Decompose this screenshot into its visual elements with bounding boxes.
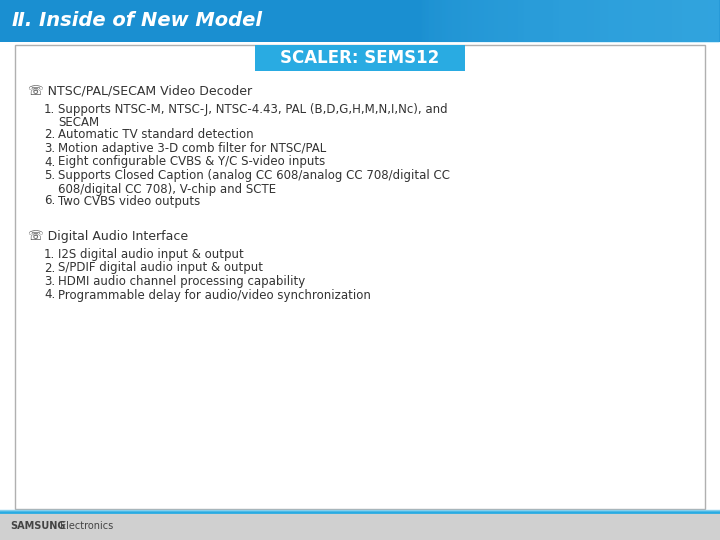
FancyBboxPatch shape [15,45,705,509]
Text: 1.: 1. [44,103,55,116]
Text: Supports NTSC-M, NTSC-J, NTSC-4.43, PAL (B,D,G,H,M,N,I,Nc), and: Supports NTSC-M, NTSC-J, NTSC-4.43, PAL … [58,103,448,116]
Text: 1.: 1. [44,248,55,261]
Text: 6.: 6. [44,194,55,207]
Text: 5.: 5. [44,169,55,182]
Text: 4.: 4. [44,288,55,301]
Bar [0,512,720,540]
Text: 608/digital CC 708), V-chip and SCTE: 608/digital CC 708), V-chip and SCTE [58,183,276,195]
Text: 3.: 3. [44,142,55,155]
Text: Motion adaptive 3-D comb filter for NTSC/PAL: Motion adaptive 3-D comb filter for NTSC… [58,142,326,155]
Text: SCALER: SEMS12: SCALER: SEMS12 [280,49,440,67]
Text: ☏ NTSC/PAL/SECAM Video Decoder: ☏ NTSC/PAL/SECAM Video Decoder [28,85,252,98]
Text: S/PDIF digital audio input & output: S/PDIF digital audio input & output [58,261,263,274]
Text: 4.: 4. [44,156,55,168]
Text: ☏ Digital Audio Interface: ☏ Digital Audio Interface [28,230,188,243]
Bar [255,45,465,71]
Text: Supports Closed Caption (analog CC 608/analog CC 708/digital CC: Supports Closed Caption (analog CC 608/a… [58,169,450,182]
Text: SECAM: SECAM [58,117,99,130]
Text: Electronics: Electronics [60,521,113,531]
Text: 2.: 2. [44,129,55,141]
Text: I2S digital audio input & output: I2S digital audio input & output [58,248,244,261]
Text: HDMI audio channel processing capability: HDMI audio channel processing capability [58,275,305,288]
Text: Ⅱ. Inside of New Model: Ⅱ. Inside of New Model [12,11,262,30]
Text: 3.: 3. [44,275,55,288]
Text: Programmable delay for audio/video synchronization: Programmable delay for audio/video synch… [58,288,371,301]
Text: 2.: 2. [44,261,55,274]
Text: Two CVBS video outputs: Two CVBS video outputs [58,194,200,207]
Text: Eight configurable CVBS & Y/C S-video inputs: Eight configurable CVBS & Y/C S-video in… [58,156,325,168]
Bar [0,0,720,42]
Text: SAMSUNG: SAMSUNG [10,521,66,531]
Text: Automatic TV standard detection: Automatic TV standard detection [58,129,253,141]
